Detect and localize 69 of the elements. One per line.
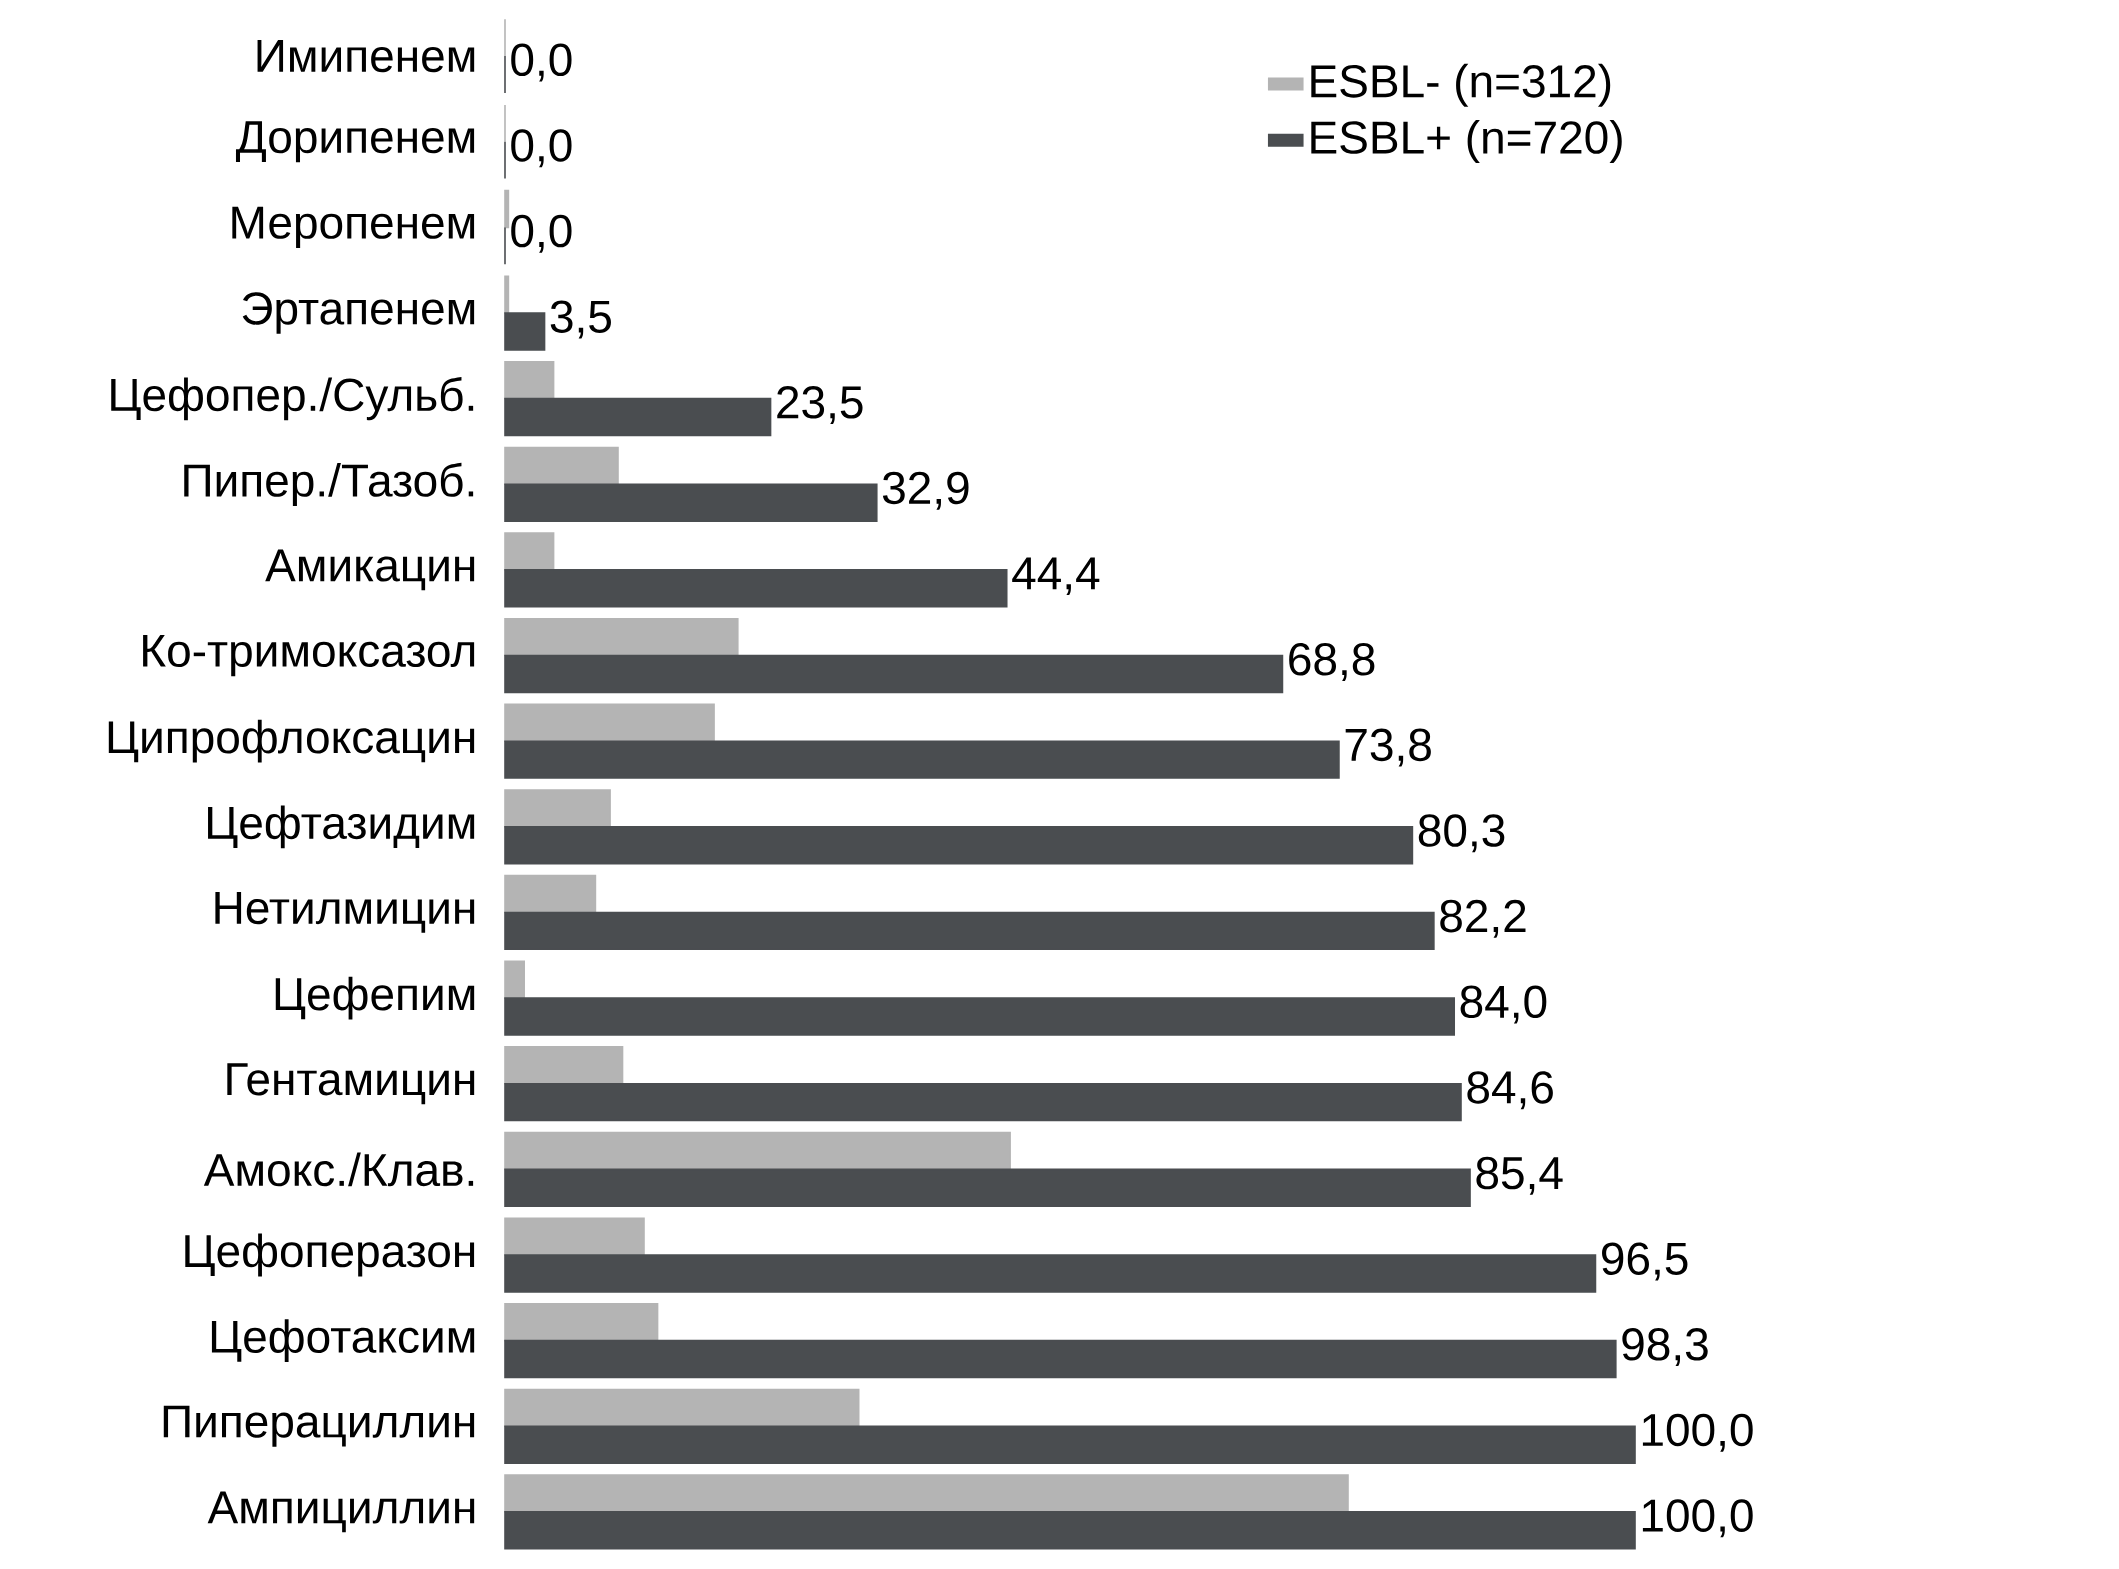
bar: [504, 361, 555, 400]
bar: [504, 1217, 645, 1256]
bar: [504, 189, 510, 229]
y-tick-label: Нетилмицин: [215, 892, 475, 933]
data-label: 68,8: [1289, 642, 1375, 681]
y-tick-label: Гентамицин: [227, 1063, 475, 1105]
bar: [504, 1511, 1636, 1550]
bar: [504, 740, 1340, 779]
data-label: 96,5: [1602, 1242, 1688, 1281]
data-label: 100,0: [1642, 1413, 1753, 1452]
legend-label: ESBL+ (n=720): [1311, 120, 1622, 163]
data-label: 0,0: [511, 129, 572, 168]
y-tick-label: Цефопер./Сульб.: [111, 376, 474, 421]
bar: [504, 1388, 860, 1428]
bar: [504, 1254, 1597, 1293]
bar: [504, 1425, 1636, 1464]
data-label: 80,3: [1418, 814, 1505, 853]
bar: [504, 1131, 1011, 1171]
bar: [504, 789, 611, 828]
y-tick-label: Ампициллин: [207, 1491, 475, 1533]
bar: [504, 997, 1456, 1036]
data-label: 73,8: [1345, 728, 1431, 767]
bar: [504, 826, 1414, 865]
bar: [504, 1303, 659, 1342]
y-tick-label: Эртапенем: [242, 292, 475, 334]
data-label: 84,0: [1460, 985, 1547, 1024]
bar: [504, 1339, 1617, 1379]
data-label: 98,3: [1622, 1328, 1708, 1367]
data-label: 100,0: [1642, 1499, 1753, 1538]
bar: [504, 446, 619, 486]
data-label: 82,2: [1440, 899, 1526, 938]
y-tick-label: Ко-тримоксазол: [143, 634, 475, 677]
y-tick-label: Цефотаксим: [211, 1319, 475, 1363]
y-tick-label: Имипенем: [257, 40, 475, 73]
y-tick-label: Пиперациллин: [163, 1405, 475, 1447]
data-label: 32,9: [882, 471, 969, 510]
bar: [504, 911, 1435, 951]
data-label: 3,5: [550, 300, 611, 339]
bar: [504, 532, 555, 571]
bar: [504, 960, 526, 999]
data-label: 44,4: [1012, 557, 1100, 596]
bar: [504, 654, 1284, 694]
bar: [504, 617, 739, 657]
bar: [504, 703, 715, 742]
y-tick-label: Пипер./Тазоб.: [184, 462, 474, 506]
y-tick-label: Цефтазидим: [208, 805, 475, 849]
bar: [504, 397, 772, 437]
data-label: 0,0: [511, 214, 572, 253]
y-tick-label: Цефоперазон: [185, 1233, 475, 1277]
data-label: 85,4: [1476, 1156, 1563, 1195]
y-tick-label: Амокс./Клав.: [203, 1152, 474, 1187]
data-label: 23,5: [777, 386, 863, 425]
bar: [504, 569, 1008, 608]
y-tick-label: Ципрофлоксацин: [108, 719, 475, 763]
data-label: 84,6: [1467, 1071, 1553, 1110]
legend-label: ESBL- (n=312): [1311, 63, 1611, 107]
bar: [504, 1474, 1349, 1513]
bar: [504, 1046, 624, 1085]
y-tick-label: Цефепим: [275, 976, 475, 1020]
bar: [504, 874, 597, 914]
y-tick-label: Амикацин: [265, 549, 475, 591]
bar: [504, 275, 510, 314]
data-label: 0,0: [511, 43, 572, 82]
y-tick-label: Дорипенем: [235, 121, 475, 163]
bar: [504, 312, 546, 351]
bar: [504, 1082, 1462, 1122]
bar: [504, 1168, 1471, 1207]
y-tick-label: Меропенем: [232, 206, 475, 248]
bar: [504, 483, 878, 522]
